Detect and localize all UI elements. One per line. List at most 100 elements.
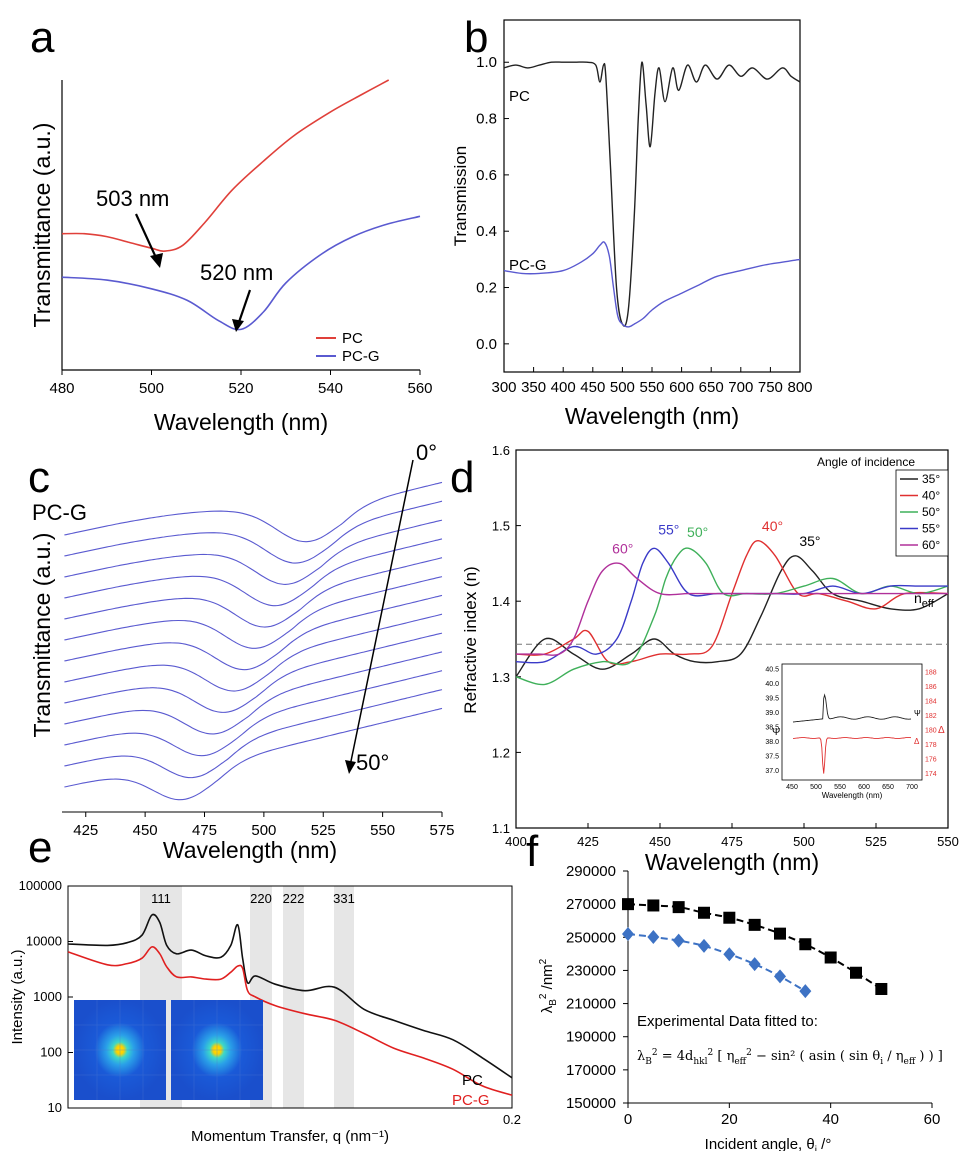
panel-d-peak-label: 40° [762, 518, 783, 534]
panel-a-x-tick-label: 520 [228, 380, 253, 397]
panel-e-ticks: 10 100 1000 10000 100000 [19, 878, 73, 1115]
panel-e-line-1 [67, 946, 513, 1096]
panel-f-fit-line-1 [627, 933, 806, 992]
panel-e-lines [67, 913, 513, 1096]
inset-delta-curve-label: Δ [914, 737, 920, 746]
panel-a-arrow-520 [236, 289, 252, 326]
panel-f-point-square [799, 938, 812, 951]
panel-f-lines [622, 898, 888, 999]
panel-b-y-tick-label: 0.6 [476, 167, 497, 184]
panel-b-label-pc-g: PC-G [509, 257, 547, 274]
legend-label-pc-g: PC-G [342, 348, 380, 365]
panel-d-peak-label: 60° [612, 541, 633, 557]
panel-c-arrowhead [345, 760, 356, 774]
panel-e-y-tick-label: 100000 [19, 878, 62, 893]
panel-e-chart: 111 220 222 331 10 100 1000 10000 100000 [9, 878, 521, 1145]
panel-f-point-square [647, 899, 660, 912]
panel-d-neff-label: neff [914, 590, 935, 610]
panel-a-annotation-520: 520 nm [200, 260, 273, 285]
panel-e-x-end-tick: 0.2 [503, 1112, 521, 1127]
panel-d-y-tick-label: 1.3 [492, 670, 510, 685]
panel-c-curve [64, 689, 443, 779]
panel-d-line-1 [515, 539, 949, 665]
inset-x-label: Wavelength (nm) [822, 791, 883, 800]
panel-b-line-pc [503, 61, 801, 327]
panel-b-line-pc-g [503, 241, 801, 328]
panel-d-inset: 450 500 550 600 650 700 37.0 37.5 38.0 38.5 39.0 39… [765, 663, 945, 800]
panel-d-x-tick-label: 500 [793, 834, 815, 849]
panel-e-peak-label: 222 [283, 891, 305, 906]
panel-d-peak-label: 50° [687, 524, 708, 540]
f-ylabel-unit: /nm [539, 964, 556, 993]
panel-d-x-tick-label: 525 [865, 834, 887, 849]
panel-b-x-tick-label: 700 [728, 379, 753, 396]
panel-d-legend-box [895, 469, 949, 557]
panel-f-y-tick-label: 150000 [566, 1095, 616, 1112]
panel-e-y-tick-label: 1000 [33, 989, 62, 1004]
panel-d-y-tick-label: 1.2 [492, 745, 510, 760]
panel-a-annotation-503: 503 nm [96, 186, 169, 211]
panel-d-peak-labels: 35° 40° 50° 55° 60° [612, 518, 820, 557]
panel-b-x-tick-label: 800 [787, 379, 812, 396]
panel-d-legend-label: 60° [922, 538, 940, 552]
panel-c-arrow [349, 459, 414, 767]
panel-f-point-square [824, 951, 837, 964]
panel-f-fit-caption: Experimental Data fitted to: [637, 1013, 818, 1030]
panel-e-x-label: Momentum Transfer, q (nm⁻¹) [191, 1128, 389, 1145]
panel-c-curve [64, 557, 443, 628]
panel-d-legend-title: Angle of incidence [817, 455, 915, 469]
f-xlabel-sub: i [815, 1145, 817, 1151]
panel-e-y-tick-label: 10000 [26, 934, 62, 949]
panel-d-x-tick-label: 400 [505, 834, 527, 849]
panel-d-x-label: Wavelength (nm) [645, 849, 819, 875]
panel-f-y-tick-label: 190000 [566, 1029, 616, 1046]
panel-a-x-tick-label: 480 [49, 380, 74, 397]
inset-left-tick-label: 39.5 [765, 696, 779, 703]
inset-left-tick-label: 38.0 [765, 739, 779, 746]
panel-a-x-tick-label: 500 [139, 380, 164, 397]
inset-right-tick-label: 176 [925, 757, 937, 764]
panel-e-label-pc: PC [462, 1072, 483, 1089]
panel-d-y-tick-label: 1.4 [492, 594, 510, 609]
inset-right-tick-label: 178 [925, 742, 937, 749]
inset-delta-curve [793, 737, 912, 774]
panel-f-fit-line-0 [627, 903, 882, 990]
panel-a-chart: 480 500 520 540 560 Wavelength (nm) Transmit… [29, 79, 433, 435]
panel-d-y-tick-label: 1.5 [492, 519, 510, 534]
panel-d-ticks: 400 425 450 475 500 525 550 1.1 1.2 1.3 1.4 1.5 1.6 [492, 443, 959, 849]
panel-d-x-tick-label: 425 [577, 834, 599, 849]
fit-equation-text: λB2 = 4dhkl2 [ ηeff2 − sin² ( asin ( sin… [637, 1048, 943, 1067]
panel-c-x-tick-label: 500 [251, 822, 276, 839]
panel-b-x-tick-label: 300 [491, 379, 516, 396]
panel-a-line-pc [61, 79, 390, 252]
panel-f-y-tick-label: 250000 [566, 929, 616, 946]
panel-e-saxs-images [74, 1000, 263, 1100]
panel-b-lines [503, 61, 801, 328]
panel-f-point-diamond [647, 929, 660, 944]
panel-c-annotation-50deg: 50° [356, 750, 389, 775]
panel-c-curve [64, 651, 443, 735]
panel-c-x-tick-label: 575 [429, 822, 454, 839]
panel-b-y-label: Transmission [451, 146, 470, 246]
panel-b-frame [503, 19, 801, 373]
panel-c-curve [64, 613, 443, 692]
panel-f-ticks: 0 20 40 60 150000 170000 190000 210000 230000 250… [566, 863, 940, 1128]
inset-psi-curve [792, 693, 912, 723]
inset-ticks: 450 500 550 600 650 700 37.0 37.5 38.0 38.5 39.0 39… [765, 667, 936, 792]
panel-c-x-tick-label: 475 [192, 822, 217, 839]
panel-c-ticks: 425 450 475 500 525 550 575 [62, 811, 455, 839]
panel-d-x-tick-label: 450 [649, 834, 671, 849]
panel-f-point-diamond [799, 984, 812, 999]
panel-e-y-tick-label: 10 [48, 1100, 62, 1115]
panel-f-y-tick-label: 290000 [566, 863, 616, 880]
panel-f-point-diamond [748, 957, 761, 972]
panel-c-curve [64, 538, 443, 607]
panel-f-point-square [672, 901, 685, 914]
panel-c-curve [64, 594, 443, 671]
panel-d-peak-label: 55° [658, 522, 679, 538]
f-ylabel-unit-sup: 2 [538, 958, 549, 964]
panel-d-line-4 [515, 562, 948, 656]
panel-c-x-tick-label: 425 [73, 822, 98, 839]
panel-f-y-label: λB2 /nm2 [538, 958, 559, 1013]
